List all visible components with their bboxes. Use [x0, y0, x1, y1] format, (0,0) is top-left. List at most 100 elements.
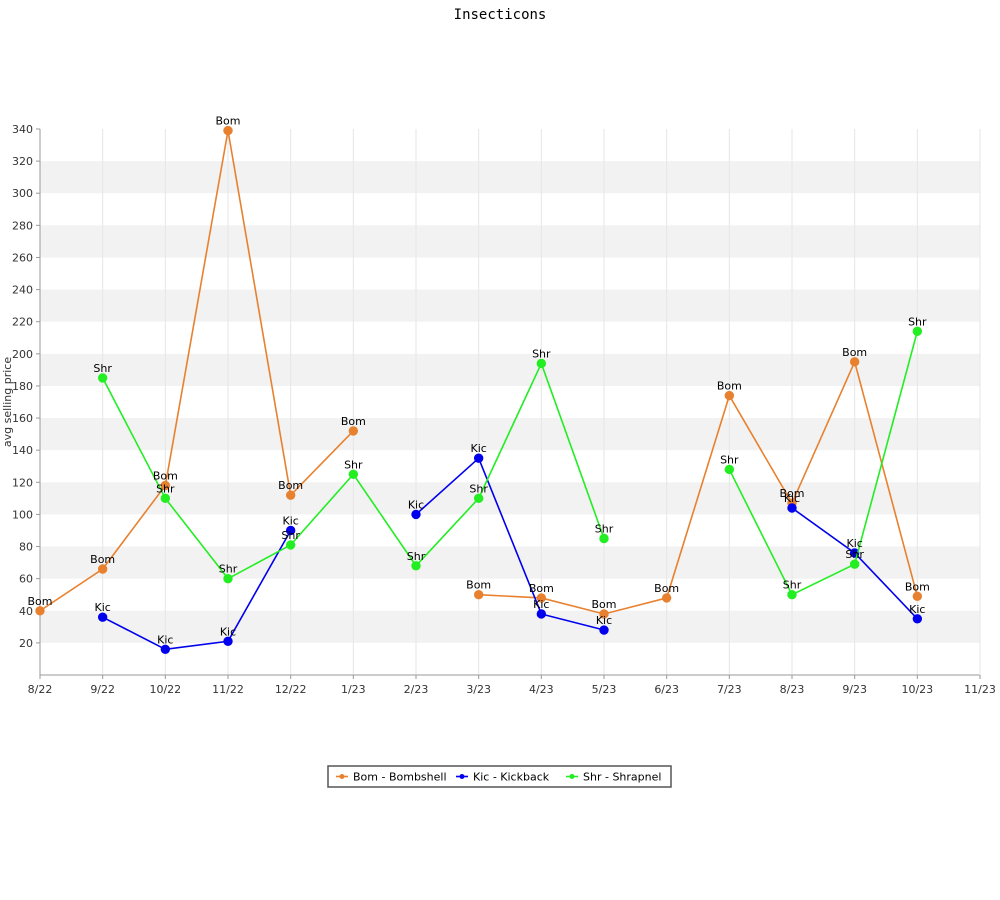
data-point	[473, 453, 484, 463]
data-point	[661, 593, 672, 603]
y-tick-label: 120	[12, 476, 33, 489]
data-label: Kic	[95, 601, 111, 614]
data-point	[411, 561, 421, 571]
data-label: Bom	[842, 346, 867, 359]
data-point	[787, 590, 797, 600]
series-bom	[35, 125, 923, 619]
data-point	[724, 390, 735, 401]
x-tick-label: 4/23	[529, 683, 554, 696]
grid-band	[40, 482, 980, 515]
y-tick-label: 280	[12, 219, 33, 232]
data-label: Bom	[905, 580, 930, 593]
data-point	[599, 609, 609, 619]
data-label: Bom	[780, 487, 805, 500]
x-tick-label: 3/23	[466, 683, 491, 696]
y-tick-label: 200	[12, 348, 33, 361]
data-point	[223, 573, 233, 584]
data-point	[35, 606, 45, 616]
data-label: Bom	[654, 582, 679, 595]
y-tick-label: 320	[12, 155, 33, 168]
y-tick-label: 20	[19, 637, 33, 650]
x-tick-label: 8/22	[28, 683, 53, 696]
legend: Bom - Bombshell Kic - Kickback Shr - Shrap…	[327, 765, 672, 788]
legend-entry: Bom - Bombshell	[353, 771, 447, 784]
data-point	[912, 326, 923, 337]
y-tick-label: 140	[12, 444, 33, 457]
data-label: Shr	[720, 453, 739, 466]
legend-entry: Shr - Shrapnel	[583, 771, 661, 784]
data-point	[285, 540, 296, 550]
data-label: Kic	[596, 614, 612, 627]
x-tick-label: 8/23	[780, 683, 805, 696]
x-tick-label: 12/22	[275, 683, 307, 696]
y-tick-label: 340	[12, 123, 33, 136]
data-label: Shr	[93, 362, 112, 375]
data-label: Shr	[783, 579, 802, 592]
series-layer	[35, 125, 923, 655]
data-label: Bom	[466, 579, 491, 592]
data-point	[160, 493, 171, 504]
data-point	[223, 125, 233, 136]
y-tick-label: 180	[12, 380, 33, 393]
y-tick-label: 300	[12, 187, 33, 200]
data-point	[97, 373, 108, 383]
vertical-gridlines	[39, 129, 981, 675]
data-point	[536, 609, 547, 619]
grid-bands	[40, 161, 980, 643]
chart-title: Insecticons	[454, 7, 547, 23]
data-label: Shr	[219, 563, 238, 576]
legend-swatch-marker	[569, 774, 575, 779]
data-label: Kic	[784, 492, 800, 505]
data-point	[599, 533, 609, 544]
data-label: Bom	[592, 598, 617, 611]
series-line	[478, 359, 919, 615]
data-label: Shr	[407, 550, 426, 563]
data-label: Kic	[220, 625, 236, 638]
y-tick-label: 40	[19, 605, 33, 618]
grid-band	[40, 546, 980, 579]
series-line	[415, 456, 605, 631]
data-point	[285, 490, 296, 500]
data-point	[285, 525, 296, 536]
y-tick-label: 60	[19, 573, 33, 586]
data-point	[912, 591, 923, 602]
data-point	[160, 480, 171, 491]
legend-entry: Kic - Kickback	[473, 771, 550, 784]
data-point	[473, 493, 484, 504]
data-point	[599, 625, 609, 635]
data-label: Bom	[216, 115, 241, 128]
x-axis-ticks: 8/22 9/22 10/22 11/22 12/22 1/23 2/23 3/23 4/23 5…	[28, 675, 996, 696]
data-label: Kic	[847, 537, 863, 550]
data-label: Bom	[529, 582, 554, 595]
data-point	[160, 644, 171, 655]
data-label: Kic	[283, 514, 299, 527]
data-point	[849, 559, 860, 569]
x-tick-label: 6/23	[654, 683, 679, 696]
data-label: Shr	[344, 458, 363, 471]
data-label: Kic	[909, 603, 925, 616]
grid-band	[40, 225, 980, 258]
legend-swatch-marker	[339, 774, 345, 779]
grid-band	[40, 610, 980, 643]
series-shr	[97, 326, 923, 600]
data-label: Shr	[908, 315, 927, 328]
x-tick-label: 9/22	[90, 683, 115, 696]
y-tick-label: 160	[12, 412, 33, 425]
data-label: Shr	[532, 347, 551, 360]
data-point	[348, 426, 359, 436]
data-label: Shr	[595, 523, 614, 536]
data-point	[348, 469, 359, 479]
data-label: Bom	[717, 380, 742, 393]
x-tick-label: 11/22	[212, 683, 244, 696]
data-label: Bom	[153, 470, 178, 483]
x-tick-label: 10/23	[901, 683, 933, 696]
x-tick-label: 11/23	[964, 683, 996, 696]
grid-band	[40, 289, 980, 322]
y-tick-label: 220	[12, 316, 33, 329]
legend-box	[327, 765, 672, 788]
x-tick-label: 2/23	[404, 683, 429, 696]
data-label: Kic	[533, 598, 549, 611]
y-axis-ticks: 20 40 60 80 100 120 140 160 180 200 220 240 260 280 30…	[12, 123, 40, 650]
data-point	[849, 357, 860, 367]
